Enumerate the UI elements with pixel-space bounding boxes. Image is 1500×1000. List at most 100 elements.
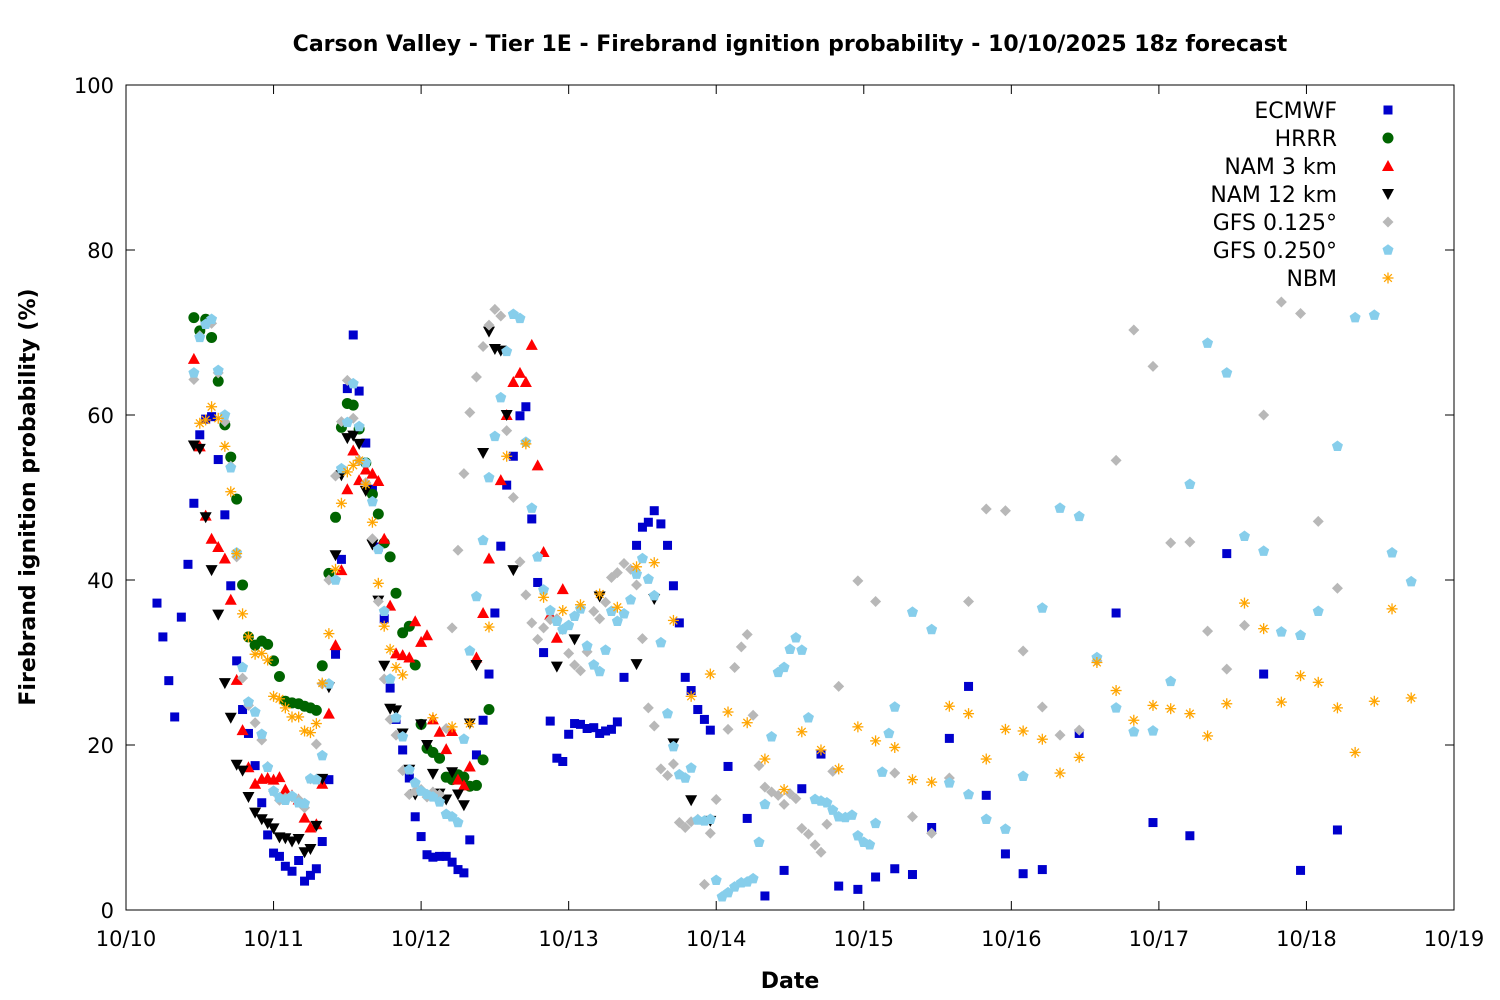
legend-label: NAM 3 km: [1224, 155, 1337, 180]
data-point: [385, 683, 395, 693]
data-point: [390, 705, 403, 717]
data-point: [378, 605, 390, 617]
data-point: [667, 614, 679, 626]
data-point: [348, 330, 358, 340]
data-point: [464, 718, 476, 730]
data-point: [225, 451, 237, 463]
data-point: [833, 680, 845, 692]
x-tick-label: 10/17: [1129, 927, 1190, 951]
data-point: [426, 768, 439, 780]
data-point: [397, 730, 409, 742]
data-point: [704, 813, 716, 824]
data-point: [409, 615, 422, 627]
data-point: [595, 728, 605, 738]
data-point: [538, 584, 550, 595]
data-point: [1386, 546, 1398, 558]
data-point: [883, 727, 895, 739]
data-point: [999, 723, 1011, 735]
data-point: [152, 598, 162, 608]
data-point: [1165, 703, 1177, 715]
data-point: [305, 870, 315, 880]
data-point: [331, 649, 341, 659]
data-point: [1258, 545, 1270, 556]
data-point: [359, 485, 372, 497]
data-point: [1128, 726, 1140, 737]
data-point: [871, 872, 881, 882]
data-point: [242, 631, 254, 643]
data-point: [1295, 670, 1307, 682]
data-point: [230, 759, 243, 771]
data-point: [1202, 337, 1214, 348]
data-point: [747, 709, 759, 721]
legend-label: NAM 12 km: [1210, 183, 1337, 208]
data-point: [685, 795, 698, 807]
data-point: [378, 532, 391, 544]
data-point: [421, 629, 434, 641]
data-point: [980, 503, 992, 515]
data-point: [231, 548, 243, 560]
data-point: [458, 733, 470, 744]
y-axis-label: Firebrand ignition probability (%): [16, 288, 41, 705]
data-point: [963, 595, 975, 607]
data-point: [1295, 629, 1307, 640]
data-point: [311, 864, 321, 874]
data-point: [778, 784, 790, 796]
data-point: [944, 733, 954, 743]
data-point: [384, 643, 396, 655]
data-point: [446, 622, 458, 634]
data-point: [494, 474, 507, 486]
data-point: [907, 870, 917, 880]
data-point: [310, 773, 322, 785]
data-point: [464, 645, 476, 656]
x-tick-label: 10/13: [538, 927, 599, 951]
data-point: [242, 696, 254, 707]
data-point: [889, 701, 901, 712]
data-point: [550, 631, 563, 643]
data-point: [1184, 478, 1196, 489]
data-point: [428, 852, 438, 862]
x-tick-label: 10/14: [686, 927, 747, 951]
data-point: [655, 636, 667, 648]
data-point: [336, 554, 346, 564]
data-point: [379, 614, 389, 624]
data-point: [1036, 701, 1048, 713]
data-point: [574, 665, 586, 677]
legend-label: GFS 0.125°: [1213, 211, 1337, 236]
data-point: [926, 776, 938, 788]
data-point: [533, 577, 543, 587]
y-tick-label: 0: [101, 899, 114, 923]
data-point: [353, 454, 365, 466]
data-point: [372, 508, 384, 520]
data-point: [980, 813, 992, 824]
data-point: [207, 412, 217, 422]
data-point: [729, 661, 741, 673]
data-point: [206, 401, 218, 413]
data-point: [206, 331, 218, 343]
data-point: [378, 620, 390, 632]
data-point: [310, 738, 322, 750]
data-point: [796, 726, 808, 738]
data-point: [212, 364, 224, 376]
data-point: [452, 789, 464, 801]
data-point: [231, 493, 243, 505]
plot-markers: [152, 296, 1417, 902]
legend-label: ECMWF: [1254, 99, 1337, 124]
data-point: [205, 532, 218, 544]
data-point: [359, 463, 372, 475]
data-point: [396, 649, 409, 661]
data-point: [457, 800, 470, 812]
data-point: [648, 720, 660, 732]
data-point: [219, 409, 231, 420]
data-point: [310, 704, 322, 716]
data-point: [187, 352, 200, 364]
data-point: [279, 702, 291, 714]
data-point: [753, 836, 765, 848]
data-point: [384, 673, 396, 684]
x-tick-label: 10/16: [981, 927, 1042, 951]
data-point: [538, 622, 550, 634]
data-point: [1202, 625, 1214, 637]
data-point: [1331, 582, 1343, 594]
data-point: [1221, 663, 1233, 675]
data-point: [685, 690, 697, 702]
